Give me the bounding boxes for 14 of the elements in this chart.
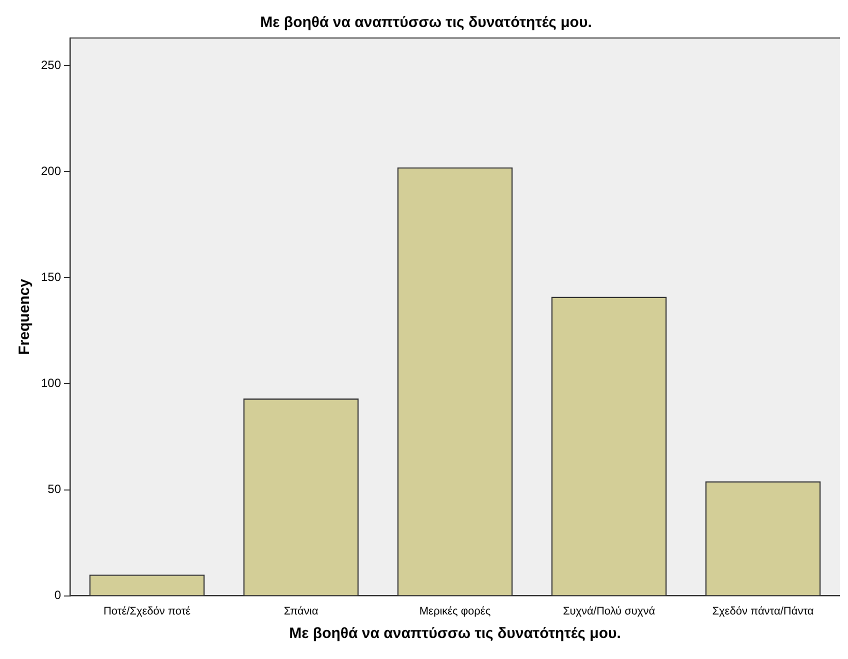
y-axis-title: Frequency (16, 278, 34, 355)
x-axis-title: Με βοηθά να αναπτύσσω τις δυνατότητές μου. (289, 625, 621, 642)
y-tick-label: 200 (40, 164, 62, 178)
y-tick-label: 0 (54, 588, 62, 602)
x-tick-label: Μερικές φορές (419, 605, 491, 618)
x-tick-label: Σχεδόν πάντα/Πάντα (712, 605, 814, 618)
y-tick-label: 250 (40, 58, 62, 72)
x-tick-label: Ποτέ/Σχεδόν ποτέ (103, 605, 191, 618)
y-tick-label: 150 (40, 270, 62, 284)
x-tick-label: Σπάνια (284, 605, 319, 618)
x-tick-label: Συχνά/Πολύ συχνά (562, 605, 656, 618)
y-tick-label: 50 (48, 482, 62, 496)
y-tick-label: 100 (40, 376, 62, 390)
chart-title: Με βοηθά να αναπτύσσω τις δυνατότητές μου. (260, 14, 592, 32)
